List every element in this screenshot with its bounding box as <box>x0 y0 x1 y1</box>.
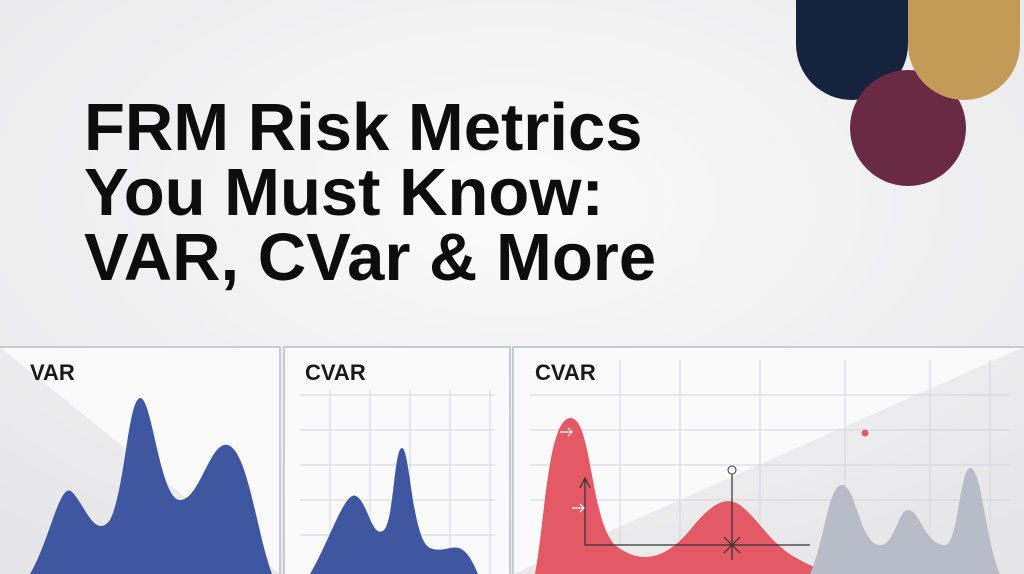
panel-label: CVAR <box>535 360 596 385</box>
distribution-area <box>310 448 478 574</box>
title-line: FRM Risk Metrics <box>84 90 642 165</box>
navy-shape <box>796 0 908 100</box>
axis-line <box>584 480 810 546</box>
panel-label: VAR <box>30 360 75 385</box>
panel: CVAR <box>283 346 511 574</box>
marker <box>727 465 737 475</box>
panel: VAR <box>0 346 281 574</box>
arrow <box>560 427 585 513</box>
title-line: VAR, CVar & More <box>84 220 656 295</box>
marker <box>723 536 741 554</box>
maroon-circle <box>850 70 966 186</box>
distribution-area <box>810 468 1000 574</box>
title-line: You Must Know: <box>84 155 604 230</box>
gold-shape <box>908 0 1020 100</box>
panel-frame <box>512 346 1024 574</box>
panel: CVAR <box>512 346 1024 574</box>
marker <box>861 429 869 437</box>
distribution-area <box>535 417 835 574</box>
arrow <box>579 476 591 489</box>
panel-label: CVAR <box>305 360 366 385</box>
distribution-area <box>30 397 272 574</box>
